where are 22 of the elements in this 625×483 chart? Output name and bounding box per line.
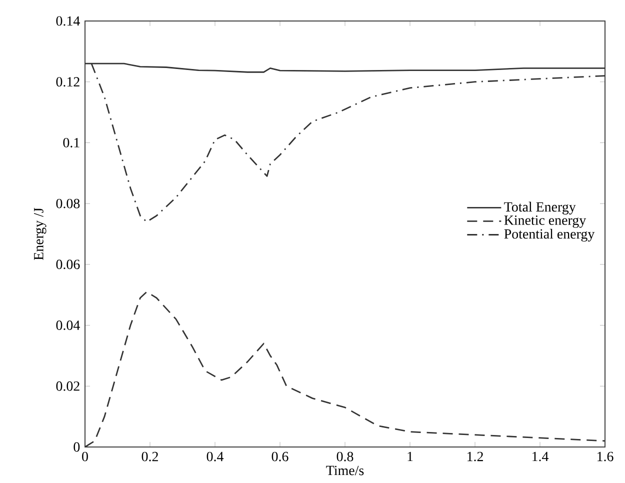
y-tick-label: 0.06 [56,260,80,270]
x-tick-label: 0.6 [272,452,288,462]
y-tick-label: 0.02 [56,381,80,391]
y-tick-label: 0.12 [56,77,80,87]
x-tick-label: 0.2 [142,452,158,462]
y-tick-label: 0 [74,442,80,452]
y-tick-label: 0.08 [56,198,80,208]
legend-label: Kinetic energy [504,216,586,228]
x-tick-label: 0.8 [336,452,354,462]
y-tick-label: 0.1 [63,138,80,148]
x-tick-label: 1.2 [468,452,483,462]
legend-label: Potential energy [504,228,595,242]
y-tick-label: 0.04 [56,320,80,330]
y-tick-label: 0.14 [56,16,80,26]
x-axis-title: Time/s [326,466,364,476]
x-tick-label: 1 [408,452,413,462]
x-tick-label: 0.4 [206,452,224,462]
x-tick-label: 1.4 [532,452,549,462]
y-axis-title: Energy /J [34,208,46,260]
legend-label: Total Energy [504,202,576,214]
x-tick-label: 1.6 [598,452,614,462]
x-tick-label: 0 [82,452,88,462]
